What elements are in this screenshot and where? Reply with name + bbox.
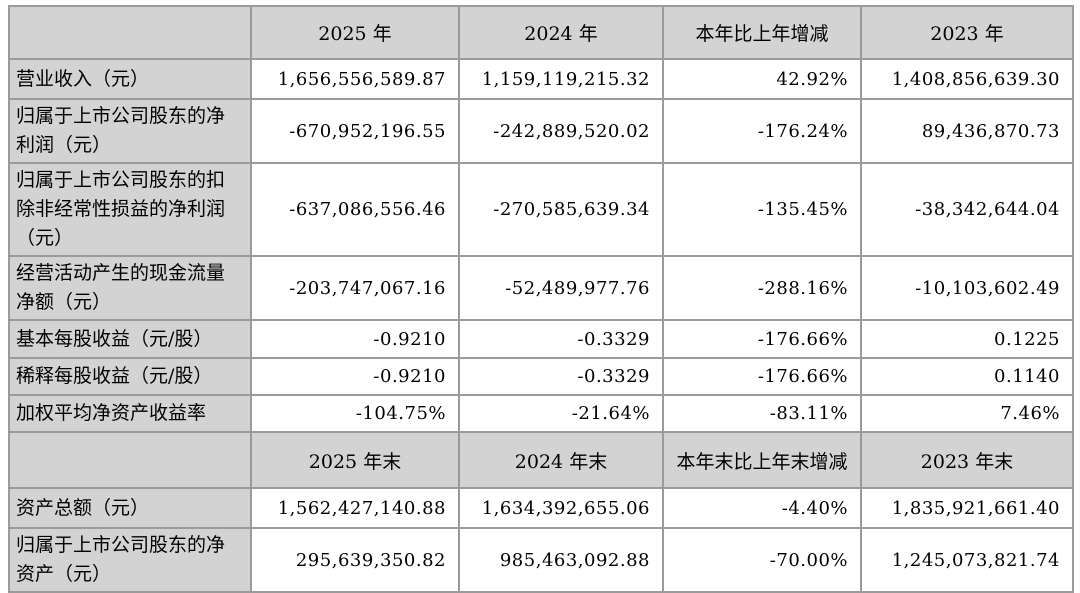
row-weighted-avg-roe: 加权平均净资产收益率 -104.75% -21.64% -83.11% 7.46… [8, 394, 1074, 433]
value-cell: 1,634,392,655.06 [458, 487, 664, 529]
value-cell: -0.9210 [250, 357, 460, 396]
value-cell: -52,489,977.76 [458, 255, 664, 321]
value-cell: 1,656,556,589.87 [250, 58, 460, 100]
value-cell: -0.3329 [458, 357, 664, 396]
value-cell: -70.00% [662, 527, 862, 593]
value-cell: 985,463,092.88 [458, 527, 664, 593]
value-cell: 1,835,921,661.40 [860, 487, 1074, 529]
header-row-yearend: 2025 年末 2024 年末 本年末比上年末增减 2023 年末 [8, 431, 1074, 489]
value-cell: 7.46% [860, 394, 1074, 433]
header-yoy-change: 本年比上年增减 [662, 5, 862, 60]
row-label: 营业收入（元） [8, 58, 252, 100]
row-operating-cash-flow: 经营活动产生的现金流量 净额（元） -203,747,067.16 -52,48… [8, 255, 1074, 321]
value-cell: -0.3329 [458, 319, 664, 359]
value-cell: 0.1140 [860, 357, 1074, 396]
value-cell: -38,342,644.04 [860, 162, 1074, 257]
value-cell: -0.9210 [250, 319, 460, 359]
value-cell: 0.1225 [860, 319, 1074, 359]
value-cell: -203,747,067.16 [250, 255, 460, 321]
header-2024: 2024 年 [458, 5, 664, 60]
key-financials-table: 2025 年 2024 年 本年比上年增减 2023 年 营业收入（元） 1,6… [8, 5, 1074, 593]
header-2023-yearend: 2023 年末 [860, 431, 1074, 489]
value-cell: 1,159,119,215.32 [458, 58, 664, 100]
value-cell: -288.16% [662, 255, 862, 321]
value-cell: -670,952,196.55 [250, 98, 460, 164]
value-cell: -4.40% [662, 487, 862, 529]
row-label: 归属于上市公司股东的净 资产（元） [8, 527, 252, 593]
value-cell: 42.92% [662, 58, 862, 100]
value-cell: -176.66% [662, 319, 862, 359]
header-2025-yearend: 2025 年末 [250, 431, 460, 489]
value-cell: -176.24% [662, 98, 862, 164]
corner-cell-yearend [8, 431, 252, 489]
header-yearend-change: 本年末比上年末增减 [662, 431, 862, 489]
value-cell: -10,103,602.49 [860, 255, 1074, 321]
row-revenue: 营业收入（元） 1,656,556,589.87 1,159,119,215.3… [8, 58, 1074, 100]
value-cell: 295,639,350.82 [250, 527, 460, 593]
financial-report-page: 2025 年 2024 年 本年比上年增减 2023 年 营业收入（元） 1,6… [8, 5, 1074, 593]
row-net-profit: 归属于上市公司股东的净 利润（元） -670,952,196.55 -242,8… [8, 98, 1074, 164]
corner-cell-annual [8, 5, 252, 60]
row-label: 稀释每股收益（元/股） [8, 357, 252, 396]
header-2024-yearend: 2024 年末 [458, 431, 664, 489]
row-net-profit-excl-nonrecurring: 归属于上市公司股东的扣 除非经常性损益的净利润 （元） -637,086,556… [8, 162, 1074, 257]
row-net-assets: 归属于上市公司股东的净 资产（元） 295,639,350.82 985,463… [8, 527, 1074, 593]
value-cell: -104.75% [250, 394, 460, 433]
row-label: 归属于上市公司股东的扣 除非经常性损益的净利润 （元） [8, 162, 252, 257]
value-cell: -270,585,639.34 [458, 162, 664, 257]
row-diluted-eps: 稀释每股收益（元/股） -0.9210 -0.3329 -176.66% 0.1… [8, 357, 1074, 396]
value-cell: 1,245,073,821.74 [860, 527, 1074, 593]
value-cell: 89,436,870.73 [860, 98, 1074, 164]
value-cell: -242,889,520.02 [458, 98, 664, 164]
row-label: 经营活动产生的现金流量 净额（元） [8, 255, 252, 321]
header-2023: 2023 年 [860, 5, 1074, 60]
value-cell: 1,562,427,140.88 [250, 487, 460, 529]
value-cell: 1,408,856,639.30 [860, 58, 1074, 100]
value-cell: -135.45% [662, 162, 862, 257]
value-cell: -83.11% [662, 394, 862, 433]
header-row-annual: 2025 年 2024 年 本年比上年增减 2023 年 [8, 5, 1074, 60]
row-label: 归属于上市公司股东的净 利润（元） [8, 98, 252, 164]
row-label: 基本每股收益（元/股） [8, 319, 252, 359]
value-cell: -21.64% [458, 394, 664, 433]
row-total-assets: 资产总额（元） 1,562,427,140.88 1,634,392,655.0… [8, 487, 1074, 529]
header-2025: 2025 年 [250, 5, 460, 60]
row-label: 资产总额（元） [8, 487, 252, 529]
value-cell: -176.66% [662, 357, 862, 396]
row-basic-eps: 基本每股收益（元/股） -0.9210 -0.3329 -176.66% 0.1… [8, 319, 1074, 359]
value-cell: -637,086,556.46 [250, 162, 460, 257]
row-label: 加权平均净资产收益率 [8, 394, 252, 433]
